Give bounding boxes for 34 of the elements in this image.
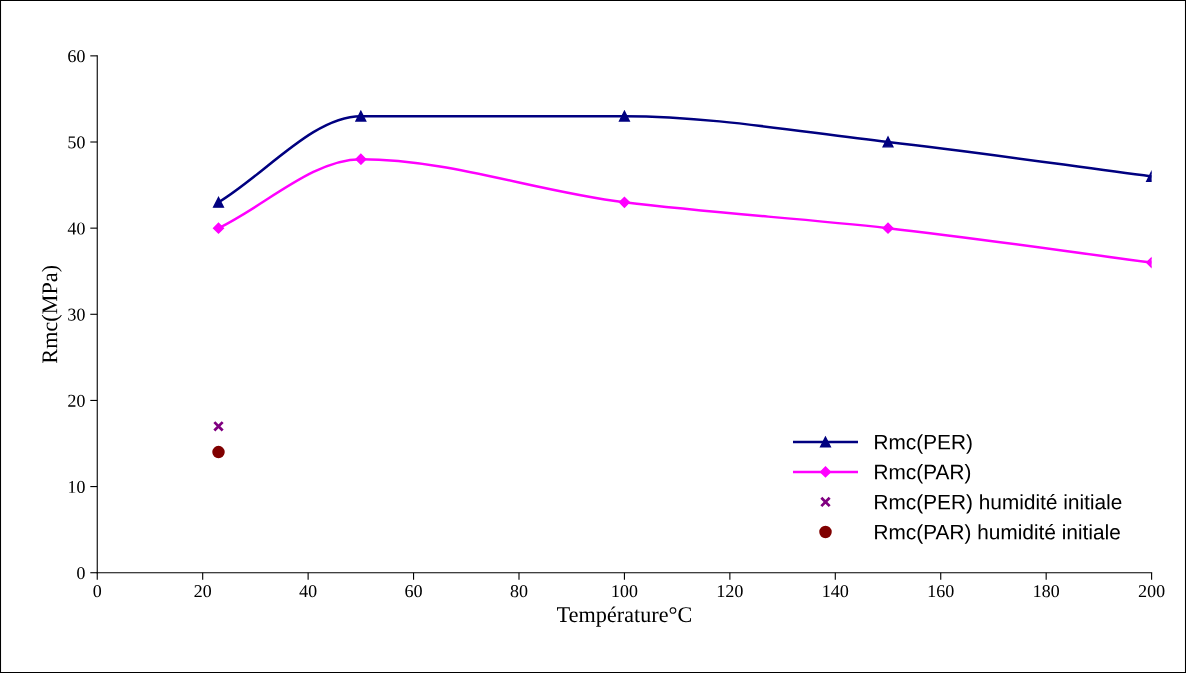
- point: [355, 110, 367, 122]
- x-tick-label: 80: [510, 585, 528, 598]
- y-tick-label: 20: [68, 394, 85, 407]
- point: [212, 445, 225, 459]
- x-tick-label: 180: [1034, 585, 1060, 598]
- point: [212, 222, 225, 234]
- y-tick-label: 0: [77, 566, 85, 580]
- point: [882, 222, 894, 234]
- point: [882, 136, 894, 148]
- legend-label: Rmc(PER): [875, 434, 972, 454]
- y-tick-label: 10: [68, 480, 85, 494]
- x-tick-label: 200: [1138, 585, 1165, 598]
- legend-label: Rmc(PER) humidité initiale: [875, 493, 1122, 514]
- y-tick-label: 30: [68, 308, 85, 321]
- x-tick-label: 40: [299, 585, 317, 598]
- x-tick-label: 160: [928, 585, 954, 598]
- legend-label: Rmc(PAR) humidité initiale: [875, 523, 1120, 544]
- point: [355, 153, 367, 165]
- x-tick-label: 20: [194, 585, 212, 598]
- point: [212, 196, 225, 208]
- y-tick-label: 40: [67, 222, 85, 235]
- x-tick-label: 140: [823, 585, 849, 598]
- point: [618, 196, 631, 208]
- point: [212, 420, 225, 432]
- legend-label: Rmc(PAR): [875, 464, 971, 484]
- x-axis-title: Température°C: [557, 606, 692, 627]
- y-axis-title: Rmc(MPa): [41, 265, 62, 364]
- x-tick-label: 120: [717, 585, 743, 598]
- x-tick-label: 100: [612, 585, 638, 598]
- x-tick-label: 0: [93, 585, 102, 598]
- y-tick-label: 60: [68, 50, 85, 63]
- point: [618, 110, 630, 122]
- x-tick-label: 60: [405, 585, 422, 598]
- y-tick-label: 50: [68, 136, 85, 149]
